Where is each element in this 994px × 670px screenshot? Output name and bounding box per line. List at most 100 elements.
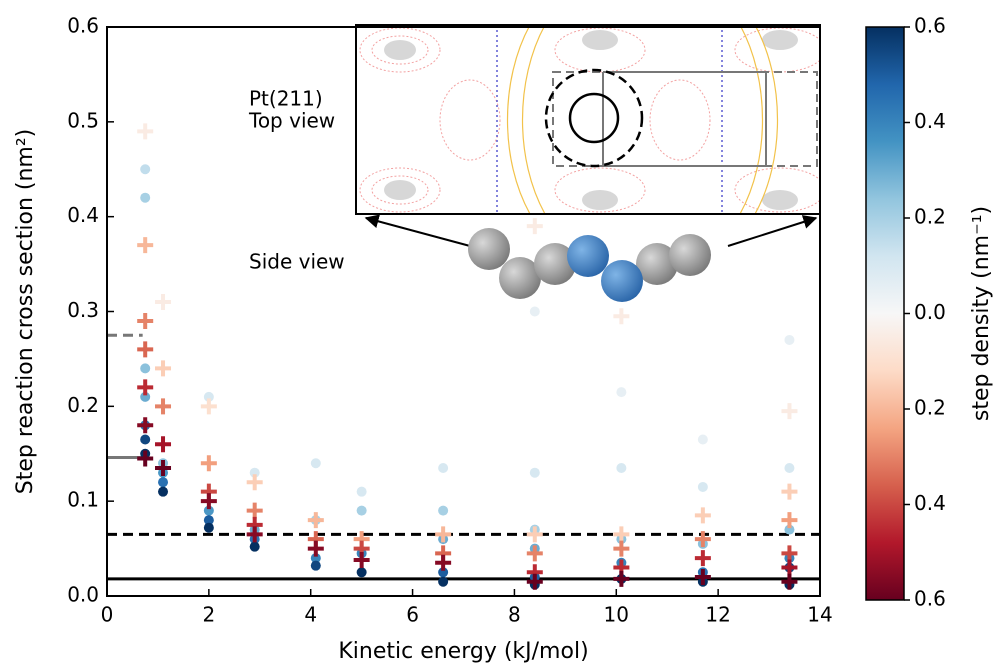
point bbox=[249, 541, 260, 552]
point bbox=[155, 459, 172, 476]
y-tick-label: 0.5 bbox=[67, 108, 99, 132]
point bbox=[781, 483, 798, 500]
arrow bbox=[364, 214, 471, 247]
point bbox=[140, 192, 151, 203]
x-axis-label: Kinetic energy (kJ/mol) bbox=[338, 639, 588, 664]
axes-layer: 0 2 4 6 8 10 12 14 0.0 0.1 0.2 0.3 0.4 0.5 0.6 Kinetic … bbox=[13, 14, 994, 665]
inset-label: Pt(211) bbox=[249, 87, 323, 111]
point bbox=[249, 467, 260, 478]
point bbox=[137, 417, 154, 434]
colorbar-tick-label: 0.4 bbox=[914, 491, 946, 515]
point bbox=[526, 573, 543, 590]
point bbox=[356, 567, 367, 578]
point bbox=[697, 481, 708, 492]
point bbox=[356, 505, 367, 516]
point bbox=[435, 554, 452, 571]
colorbar-tick-label: 0.2 bbox=[914, 396, 946, 420]
point bbox=[310, 458, 321, 469]
x-tick-label: 6 bbox=[406, 603, 419, 627]
point bbox=[137, 123, 154, 140]
point bbox=[140, 164, 151, 175]
point bbox=[784, 334, 795, 345]
colorbar-label: step density (nm⁻¹) bbox=[969, 206, 994, 421]
point bbox=[694, 550, 711, 567]
point bbox=[697, 434, 708, 445]
point bbox=[694, 507, 711, 524]
point bbox=[200, 455, 217, 472]
point bbox=[203, 515, 214, 526]
y-tick-label: 0.1 bbox=[67, 488, 99, 512]
colorbar-tick-label: 0.6 bbox=[914, 14, 946, 38]
inner-circle bbox=[568, 92, 620, 144]
plot-layer bbox=[107, 123, 820, 590]
side-view-atoms bbox=[468, 228, 711, 302]
x-tick-label: 0 bbox=[101, 603, 114, 627]
point bbox=[781, 559, 798, 576]
colorbar-tick-label: 0.2 bbox=[914, 205, 946, 229]
point bbox=[140, 363, 151, 374]
colorbar-tick-label: 0.4 bbox=[914, 109, 946, 133]
y-tick-label: 0.2 bbox=[67, 393, 99, 417]
x-tick-label: 12 bbox=[705, 603, 730, 627]
point bbox=[246, 474, 263, 491]
point bbox=[137, 450, 154, 467]
point bbox=[613, 570, 630, 587]
x-tick-label: 2 bbox=[202, 603, 215, 627]
point bbox=[200, 398, 217, 415]
point bbox=[310, 560, 321, 571]
x-tick-label: 10 bbox=[604, 603, 629, 627]
point bbox=[155, 398, 172, 415]
point bbox=[356, 486, 367, 497]
point bbox=[158, 477, 169, 488]
y-tick-label: 0.4 bbox=[67, 203, 99, 227]
point bbox=[140, 391, 151, 402]
point bbox=[246, 526, 263, 543]
point bbox=[137, 312, 154, 329]
point bbox=[784, 524, 795, 535]
point bbox=[203, 505, 214, 516]
point bbox=[307, 512, 324, 529]
point bbox=[694, 531, 711, 548]
x-tick-label: 8 bbox=[508, 603, 521, 627]
y-tick-label: 0.0 bbox=[67, 583, 99, 607]
point bbox=[438, 576, 449, 587]
point bbox=[200, 493, 217, 510]
y-tick-label: 0.6 bbox=[67, 14, 99, 38]
point bbox=[784, 462, 795, 473]
point bbox=[781, 545, 798, 562]
point bbox=[246, 502, 263, 519]
inset: Pt(211) Top view Side view bbox=[248, 24, 821, 302]
point bbox=[694, 569, 711, 586]
point bbox=[137, 341, 154, 358]
point bbox=[203, 391, 214, 402]
x-tick-label: 14 bbox=[807, 603, 832, 627]
point bbox=[203, 522, 214, 533]
colorbar-tick-label: 0.0 bbox=[914, 300, 946, 324]
point bbox=[435, 526, 452, 543]
point bbox=[307, 540, 324, 557]
point bbox=[781, 573, 798, 590]
point bbox=[353, 551, 370, 568]
x-tick-label: 4 bbox=[304, 603, 317, 627]
colorbar-tick-label: 0.6 bbox=[914, 587, 946, 611]
point bbox=[155, 436, 172, 453]
point bbox=[438, 462, 449, 473]
point bbox=[781, 512, 798, 529]
inset-label: Top view bbox=[248, 109, 335, 133]
colorbar bbox=[865, 26, 905, 601]
point bbox=[438, 567, 449, 578]
point bbox=[781, 403, 798, 420]
point bbox=[158, 486, 169, 497]
y-tick-label: 0.3 bbox=[67, 298, 99, 322]
point bbox=[526, 526, 543, 543]
point bbox=[613, 540, 630, 557]
inset-frame-bg bbox=[356, 25, 820, 214]
point bbox=[310, 553, 321, 564]
point bbox=[155, 360, 172, 377]
point bbox=[140, 434, 151, 445]
inset-label: Side view bbox=[249, 250, 345, 274]
contour-map bbox=[359, 25, 820, 214]
point bbox=[529, 467, 540, 478]
point bbox=[137, 379, 154, 396]
